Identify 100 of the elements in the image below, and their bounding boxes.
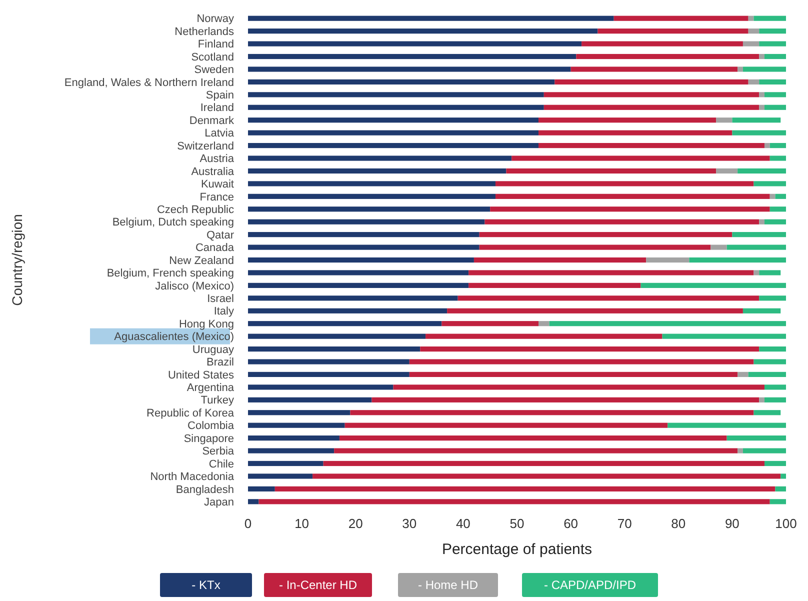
y-tick-label: Bangladesh: [176, 484, 234, 496]
x-tick-label: 20: [348, 516, 363, 531]
bar: [248, 181, 496, 186]
bar: [726, 244, 786, 250]
bar: [420, 346, 760, 352]
y-tick-label: New Zealand: [169, 254, 234, 267]
bar: [248, 486, 275, 492]
y-tick-label: Finland: [198, 38, 234, 51]
y-tick-label: Scotland: [191, 51, 234, 64]
bar: [248, 474, 313, 479]
bar: [274, 486, 776, 492]
bar: [748, 372, 786, 378]
bar: [538, 130, 732, 136]
bar: [248, 308, 448, 314]
bar: [248, 41, 582, 46]
y-tick-label: Argentina: [186, 382, 235, 394]
bar: [742, 66, 786, 72]
x-tick-label: 70: [617, 516, 632, 531]
bar: [538, 118, 716, 123]
bar: [447, 308, 743, 314]
bar: [764, 397, 786, 402]
bar: [759, 397, 764, 402]
y-tick-label: Switzerland: [177, 140, 234, 152]
bar: [576, 54, 760, 60]
bar: [754, 410, 781, 416]
bar: [738, 66, 743, 72]
bar: [759, 219, 764, 224]
y-tick-label: Netherlands: [174, 26, 234, 38]
bar: [764, 384, 786, 390]
y-tick-label: Kuwait: [200, 178, 234, 191]
bar: [759, 54, 764, 60]
bar: [544, 104, 760, 110]
y-tick-label: Israel: [207, 293, 234, 306]
x-axis-title: Percentage of patients: [442, 541, 592, 558]
bar: [764, 92, 786, 98]
bar: [738, 168, 786, 174]
bar: [764, 219, 786, 224]
y-tick-label: Uruguay: [192, 344, 234, 356]
bar: [770, 499, 786, 504]
y-tick-label: Hong Kong: [178, 318, 234, 330]
bar: [393, 384, 764, 390]
bar: [512, 156, 770, 161]
bar: [742, 308, 781, 314]
bar: [248, 206, 490, 212]
y-tick-label: Jalisco (Mexico): [155, 280, 234, 292]
bar: [372, 397, 760, 402]
bar: [248, 296, 458, 301]
bar: [248, 436, 340, 441]
y-tick-label: Ireland: [200, 102, 234, 114]
bar: [538, 321, 550, 326]
y-tick-label: Denmark: [189, 114, 234, 127]
bar: [710, 244, 727, 250]
bar: [748, 28, 760, 34]
bar: [248, 257, 474, 263]
bar: [248, 194, 496, 199]
bar: [738, 372, 748, 378]
bar: [716, 118, 732, 123]
bar: [409, 372, 738, 378]
y-tick-label: Spain: [206, 90, 234, 102]
y-tick-label: Colombia: [188, 420, 235, 432]
bar: [248, 92, 544, 98]
bar: [759, 79, 786, 84]
bar: [770, 156, 786, 161]
bar: [759, 92, 764, 98]
bar: [732, 130, 786, 136]
bar: [764, 142, 770, 148]
bar: [554, 79, 748, 84]
x-tick-label: 80: [671, 516, 686, 531]
y-tick-label: Czech Republic: [156, 204, 234, 216]
y-tick-label: United States: [168, 369, 234, 382]
bar: [248, 232, 480, 238]
y-tick-label: Chile: [208, 458, 234, 470]
bar: [468, 270, 754, 276]
bar: [614, 16, 748, 21]
bar: [770, 194, 776, 199]
bar: [775, 194, 786, 199]
bar: [770, 142, 786, 148]
x-tick-label: 30: [402, 516, 417, 531]
bar: [409, 359, 754, 364]
y-tick-label: Sweden: [194, 64, 234, 76]
y-tick-label: France: [200, 191, 234, 204]
bar: [716, 168, 738, 174]
x-tick-label: 90: [724, 516, 740, 531]
y-axis-title: Country/region: [9, 214, 25, 306]
bar: [479, 232, 732, 238]
x-tick-label: 10: [294, 516, 310, 531]
bar: [754, 359, 786, 364]
y-tick-label: Australia: [191, 166, 235, 178]
bar: [248, 219, 485, 224]
bar: [468, 282, 641, 288]
bar: [344, 422, 668, 428]
bar: [748, 79, 760, 84]
bar: [754, 181, 786, 186]
bar: [248, 359, 410, 364]
bar: [248, 448, 334, 454]
bar: [770, 206, 786, 212]
bar: [742, 41, 760, 46]
bar: [248, 66, 571, 72]
y-tick-label: Serbia: [202, 446, 235, 458]
x-tick-label: 40: [456, 516, 470, 531]
